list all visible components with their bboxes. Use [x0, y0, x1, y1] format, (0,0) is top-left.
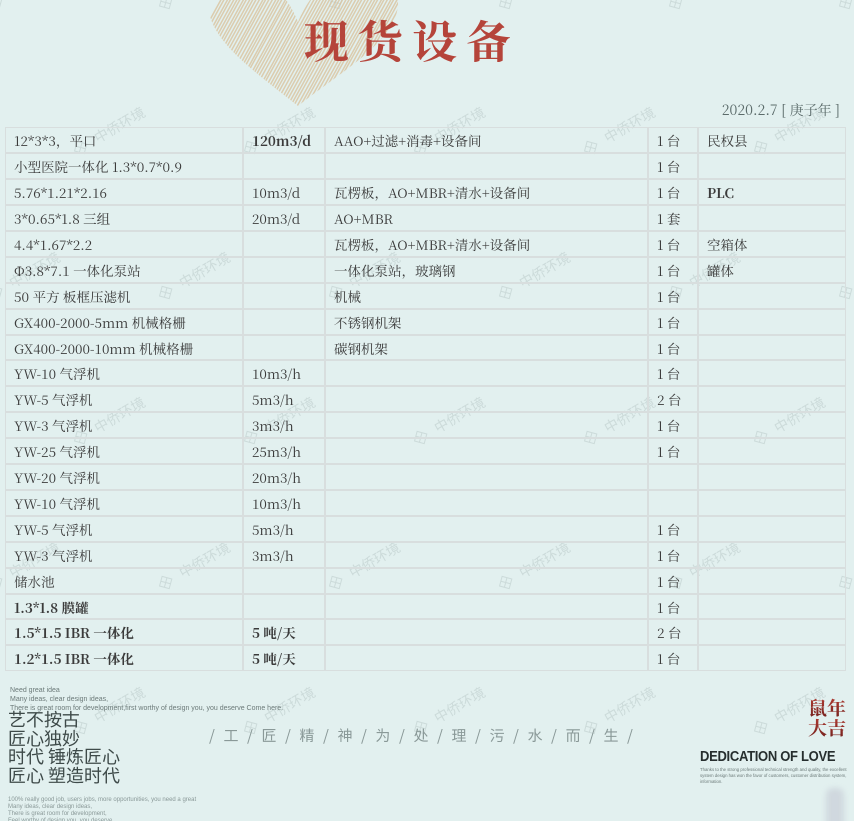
svg-text:大吉: 大吉 [808, 714, 846, 738]
